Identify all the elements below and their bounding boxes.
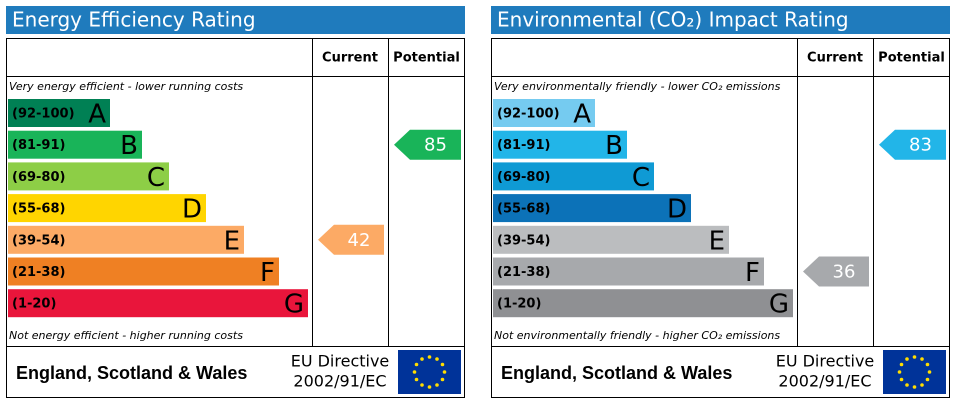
bottom-note: Not environmentally friendly - higher CO… xyxy=(494,329,780,342)
rating-band xyxy=(493,257,764,286)
rating-band xyxy=(8,289,308,318)
eu-star xyxy=(420,357,424,361)
eu-star xyxy=(420,383,424,387)
top-note: Very environmentally friendly - lower CO… xyxy=(494,80,781,93)
column-header: Potential xyxy=(393,51,460,66)
rating-band xyxy=(493,225,729,254)
rating-band xyxy=(493,99,595,127)
eu-star xyxy=(912,385,917,389)
eu-star xyxy=(412,370,417,374)
band-range: (55-68) xyxy=(497,202,550,217)
region: England, Scotland & Wales xyxy=(501,363,732,383)
band-range: (92-100) xyxy=(497,107,560,122)
eu-star xyxy=(440,362,445,367)
eu-star xyxy=(897,370,902,374)
column-header: Potential xyxy=(878,51,945,66)
band-range: (39-54) xyxy=(497,233,550,248)
band-range: (21-38) xyxy=(497,265,550,280)
band-letter: A xyxy=(573,100,591,130)
rating-arrow xyxy=(318,224,384,255)
rating-band xyxy=(8,162,169,191)
eu-star xyxy=(899,377,904,382)
directive: 2002/91/EC xyxy=(293,372,386,391)
rating-band xyxy=(8,99,110,127)
region: England, Scotland & Wales xyxy=(16,363,247,383)
band-letter: E xyxy=(224,226,240,256)
directive: EU Directive xyxy=(776,352,875,371)
rating-band xyxy=(8,257,279,286)
rating-band xyxy=(8,225,244,254)
eu-star xyxy=(442,370,447,374)
band-range: (81-91) xyxy=(12,138,65,153)
bottom-note: Not energy efficient - higher running co… xyxy=(9,329,243,342)
band-range: (55-68) xyxy=(12,202,65,217)
eu-star xyxy=(440,377,445,382)
band-letter: C xyxy=(147,163,165,193)
band-letter: E xyxy=(709,226,725,256)
eu-star xyxy=(920,383,924,387)
title-bar xyxy=(6,6,465,34)
band-range: (69-80) xyxy=(12,170,65,185)
eu-star xyxy=(920,357,924,361)
band-letter: F xyxy=(260,258,275,288)
eu-star xyxy=(435,383,439,387)
band-range: (92-100) xyxy=(12,107,75,122)
band-letter: F xyxy=(745,258,760,288)
rating-arrow xyxy=(879,129,946,160)
top-note: Very energy efficient - lower running co… xyxy=(9,80,243,93)
band-range: (69-80) xyxy=(497,170,550,185)
rating-band xyxy=(493,162,654,191)
directive: EU Directive xyxy=(291,352,390,371)
rating-band xyxy=(493,130,627,159)
rating-band xyxy=(8,194,206,223)
directive: 2002/91/EC xyxy=(778,372,871,391)
rating-value: 36 xyxy=(833,262,856,283)
eu-star xyxy=(912,355,917,359)
eu-star xyxy=(905,383,909,387)
eu-star xyxy=(925,377,930,382)
band-range: (21-38) xyxy=(12,265,65,280)
eu-star xyxy=(905,357,909,361)
band-letter: G xyxy=(284,290,304,320)
eu-star xyxy=(427,385,432,389)
rating-arrow xyxy=(394,129,461,160)
band-range: (1-20) xyxy=(12,297,56,312)
rating-arrow xyxy=(803,256,869,287)
band-range: (81-91) xyxy=(497,138,550,153)
eu-star xyxy=(414,362,419,367)
eu-star xyxy=(414,377,419,382)
panel-title: Energy Efficiency Rating xyxy=(12,8,256,32)
band-letter: A xyxy=(88,100,106,130)
rating-value: 42 xyxy=(348,230,371,251)
eu-star xyxy=(899,362,904,367)
band-letter: C xyxy=(632,163,650,193)
title-bar xyxy=(491,6,950,34)
band-letter: D xyxy=(667,195,687,225)
band-letter: D xyxy=(182,195,202,225)
eu-star xyxy=(435,357,439,361)
column-header: Current xyxy=(807,51,863,66)
eu-star xyxy=(925,362,930,367)
rating-band xyxy=(8,130,142,159)
band-letter: B xyxy=(120,131,138,161)
rating-band xyxy=(493,194,691,223)
panel-title: Environmental (CO₂) Impact Rating xyxy=(497,8,849,32)
eu-star xyxy=(427,355,432,359)
rating-band xyxy=(493,289,793,318)
eu-star xyxy=(927,370,932,374)
band-letter: G xyxy=(769,290,789,320)
column-header: Current xyxy=(322,51,378,66)
band-letter: B xyxy=(605,131,623,161)
band-range: (1-20) xyxy=(497,297,541,312)
rating-value: 85 xyxy=(424,135,447,156)
rating-value: 83 xyxy=(909,135,932,156)
band-range: (39-54) xyxy=(12,233,65,248)
